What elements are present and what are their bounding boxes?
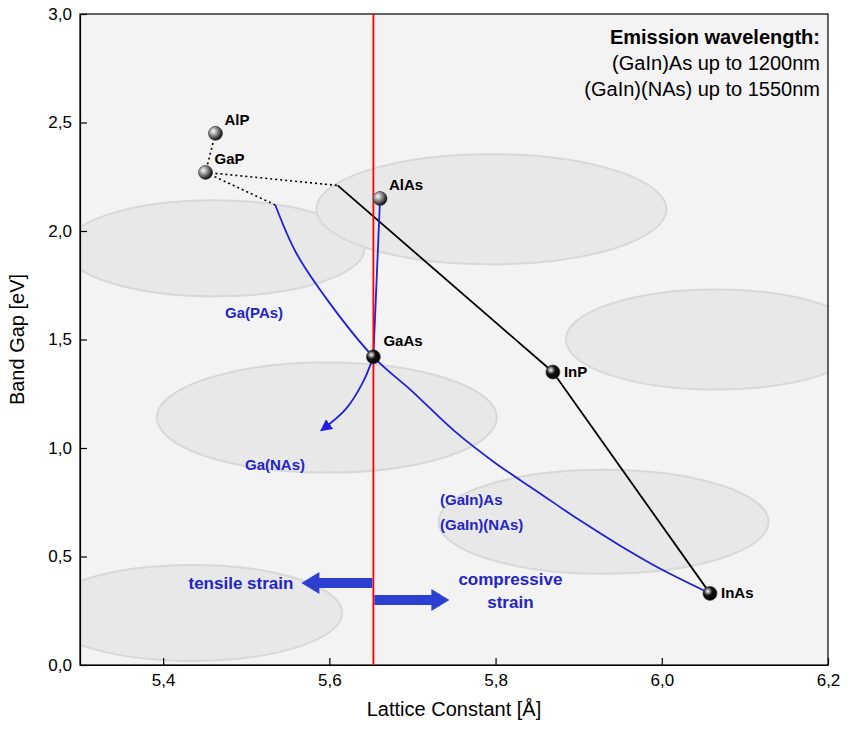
material-point — [373, 191, 387, 205]
annotation: (GaIn)(NAs) — [440, 516, 523, 533]
background-wafer — [157, 363, 497, 473]
y-tick-mark — [80, 339, 87, 340]
y-axis: 0,0 0,5 1,0 1,5 2,0 2,5 3,0 — [48, 5, 87, 675]
y-tick-mark — [80, 448, 87, 449]
y-tick-mark — [80, 122, 87, 123]
y-tick: 0,5 — [48, 547, 87, 566]
y-tick-mark — [80, 556, 87, 557]
y-tick-label: 1,0 — [48, 439, 72, 458]
x-tick-mark — [163, 658, 164, 665]
material-point — [546, 365, 560, 379]
y-tick: 1,5 — [48, 330, 87, 349]
x-axis: 5,4 5,6 5,8 6,0 6,2 — [81, 658, 841, 690]
series-line — [372, 14, 374, 665]
series-line — [275, 205, 710, 593]
x-tick-label: 5,8 — [484, 671, 508, 690]
compressive-arrow — [374, 589, 449, 611]
y-tick-mark — [80, 231, 87, 232]
x-tick-mark — [329, 658, 330, 665]
annotation: tensile strain — [189, 574, 294, 593]
annotation: Ga(PAs) — [225, 304, 283, 321]
x-tick-mark — [662, 658, 663, 665]
annotation: Emission wavelength: — [610, 26, 820, 48]
background-wafer — [316, 154, 666, 264]
x-axis-title: Lattice Constant [Å] — [367, 698, 542, 720]
chart-container: 5,4 5,6 5,8 6,0 6,2 0,0 0,5 1,0 1,5 2,0 2,5 3,0 Latt… — [0, 0, 858, 729]
x-tick: 6,0 — [650, 658, 674, 690]
x-tick-label: 5,4 — [152, 671, 176, 690]
material-label: GaAs — [383, 332, 422, 349]
y-tick-label: 1,5 — [48, 330, 72, 349]
material-point — [703, 586, 717, 600]
series-line — [205, 172, 275, 205]
material-point — [198, 165, 212, 179]
material-label: InP — [564, 363, 587, 380]
x-tick-mark — [495, 658, 496, 665]
x-tick: 5,6 — [318, 658, 342, 690]
material-point — [208, 126, 222, 140]
series-line — [205, 172, 337, 185]
y-tick: 2,5 — [48, 113, 87, 132]
series-line — [373, 198, 380, 356]
x-tick: 5,8 — [484, 658, 508, 690]
annotation-line: compressive — [458, 570, 562, 589]
tensile-arrow — [301, 572, 372, 594]
y-tick-label: 2,0 — [48, 222, 72, 241]
annotation: (GaIn)As — [440, 491, 503, 508]
series-line — [338, 185, 553, 372]
series-line — [553, 372, 710, 593]
x-tick-label: 6,0 — [650, 671, 674, 690]
annotation: Ga(NAs) — [245, 456, 305, 473]
y-axis-title: Band Gap [eV] — [6, 274, 28, 405]
y-tick-label: 2,5 — [48, 113, 72, 132]
annotation: (GaIn)As up to 1200nm — [612, 52, 820, 74]
y-tick-label: 3,0 — [48, 5, 72, 24]
background-wafers — [80, 154, 828, 661]
background-wafer — [439, 470, 769, 574]
plot-frame — [80, 14, 828, 665]
label-layer: AlP GaP AlAs GaAs InP InAs Ga(PAs) Ga(NAs) (GaIn… — [189, 26, 820, 612]
annotation-line: strain — [487, 593, 533, 612]
material-label: InAs — [721, 584, 754, 601]
plot-area — [198, 14, 716, 665]
x-tick-label: 5,6 — [318, 671, 342, 690]
y-tick-label: 0,0 — [48, 656, 72, 675]
x-tick: 5,4 — [152, 658, 176, 690]
material-point — [366, 350, 380, 364]
y-tick: 2,0 — [48, 222, 87, 241]
background-wafer — [566, 290, 828, 390]
material-label: GaP — [214, 150, 244, 167]
y-tick-label: 0,5 — [48, 547, 72, 566]
y-tick: 1,0 — [48, 439, 87, 458]
series-line — [321, 357, 373, 431]
x-tick-label: 6,2 — [817, 671, 841, 690]
material-label: AlAs — [389, 176, 423, 193]
annotation: compressive strain — [458, 570, 562, 612]
background-wafer — [80, 565, 342, 661]
chart-svg: 5,4 5,6 5,8 6,0 6,2 0,0 0,5 1,0 1,5 2,0 2,5 3,0 Latt… — [0, 0, 858, 729]
material-label: AlP — [224, 111, 249, 128]
annotation: (GaIn)(NAs) up to 1550nm — [584, 78, 820, 100]
